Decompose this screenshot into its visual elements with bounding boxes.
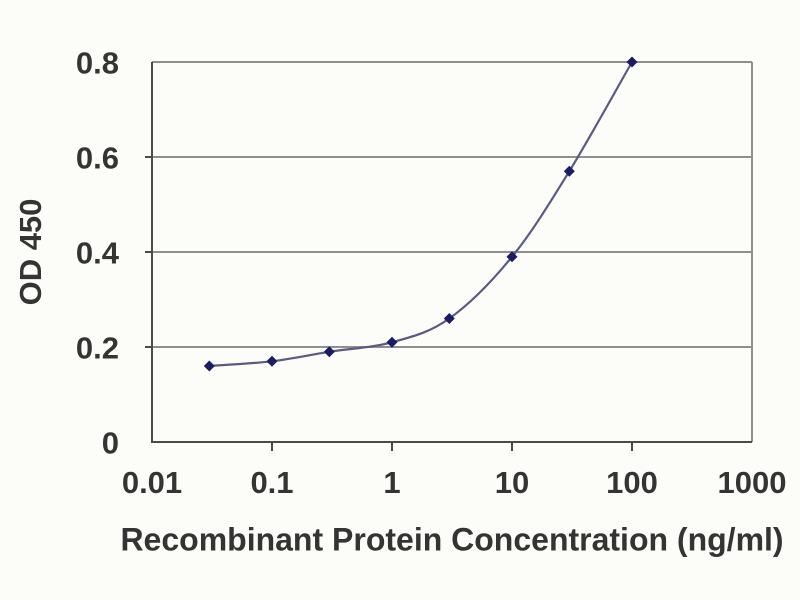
- x-tick-label: 100: [606, 465, 658, 500]
- data-point-marker: [506, 251, 518, 263]
- data-point-marker: [443, 313, 455, 324]
- data-point-marker: [323, 346, 335, 358]
- y-axis-title: OD 450: [13, 198, 48, 306]
- series-line: [209, 61, 633, 368]
- data-point-marker: [626, 56, 638, 68]
- y-tick-label: 0.8: [76, 46, 119, 81]
- data-point-marker: [386, 336, 398, 348]
- data-point-marker: [203, 360, 215, 372]
- x-tick-label: 0.01: [122, 465, 182, 500]
- x-tick-label: 1000: [718, 465, 787, 500]
- x-tick-label: 10: [495, 465, 529, 500]
- y-tick-label: 0.2: [76, 331, 119, 366]
- y-tick-label: 0: [102, 426, 119, 461]
- x-tick-label: 0.1: [250, 465, 293, 500]
- y-tick-label: 0.4: [76, 236, 120, 271]
- x-axis-title: Recombinant Protein Concentration (ng/ml…: [120, 521, 784, 558]
- x-tick-label: 1: [383, 465, 400, 500]
- data-point-marker: [563, 165, 575, 177]
- data-point-marker: [266, 355, 278, 367]
- y-tick-label: 0.6: [76, 141, 119, 176]
